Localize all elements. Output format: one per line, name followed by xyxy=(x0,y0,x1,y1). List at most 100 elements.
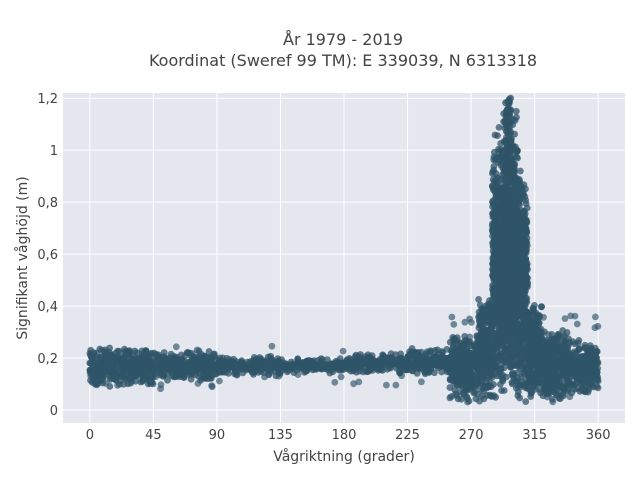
data-point xyxy=(517,296,525,303)
data-point xyxy=(383,381,390,389)
data-point xyxy=(205,348,213,355)
data-point xyxy=(363,355,371,363)
data-point xyxy=(590,359,598,367)
data-point xyxy=(478,378,485,386)
data-point xyxy=(490,153,498,161)
data-point xyxy=(241,364,249,371)
data-point xyxy=(525,329,533,337)
data-point xyxy=(278,359,286,366)
data-point xyxy=(458,356,465,364)
x-tick-label: 135 xyxy=(268,428,293,443)
data-point xyxy=(525,336,533,343)
data-point xyxy=(511,117,519,124)
data-point xyxy=(497,311,505,318)
data-point xyxy=(350,380,357,388)
data-point xyxy=(337,373,345,381)
data-point xyxy=(491,337,499,344)
data-point xyxy=(573,320,581,328)
data-point xyxy=(545,345,553,352)
data-point xyxy=(502,108,510,115)
data-point xyxy=(520,270,527,278)
data-point xyxy=(577,353,585,361)
y-tick-label: 0,8 xyxy=(37,196,58,211)
data-point xyxy=(453,362,460,370)
data-point xyxy=(446,394,454,402)
data-point xyxy=(502,325,509,333)
data-point xyxy=(204,368,211,376)
data-point xyxy=(494,317,502,325)
data-point xyxy=(230,355,238,363)
data-point xyxy=(466,333,474,341)
data-point xyxy=(144,352,152,359)
data-point xyxy=(552,348,560,355)
data-point xyxy=(216,377,223,385)
data-point xyxy=(102,370,109,377)
data-point xyxy=(503,238,511,246)
data-point xyxy=(424,364,432,371)
data-point xyxy=(88,370,96,378)
data-point xyxy=(466,338,474,346)
data-point xyxy=(432,353,440,361)
data-point xyxy=(478,392,486,400)
scatter-points xyxy=(86,94,602,406)
data-point xyxy=(492,393,499,401)
data-point xyxy=(508,371,516,379)
data-point xyxy=(195,369,203,377)
data-point xyxy=(167,367,175,374)
data-point xyxy=(421,370,429,378)
data-point xyxy=(508,256,516,264)
data-point xyxy=(376,359,384,367)
x-tick-label: 180 xyxy=(332,428,357,443)
data-point xyxy=(201,352,208,360)
data-point xyxy=(489,243,497,251)
data-point xyxy=(521,354,529,362)
data-point xyxy=(454,395,462,403)
data-point xyxy=(257,362,265,370)
data-point xyxy=(119,373,127,381)
data-point xyxy=(383,365,391,373)
data-point xyxy=(398,372,405,380)
data-point xyxy=(584,355,591,362)
data-point xyxy=(491,131,499,139)
data-point xyxy=(505,175,513,183)
data-point xyxy=(531,302,538,309)
data-point xyxy=(450,321,458,328)
data-point xyxy=(592,313,599,321)
data-point xyxy=(534,362,541,370)
data-point xyxy=(490,286,497,293)
data-point xyxy=(517,213,525,221)
data-point xyxy=(366,363,374,371)
data-point xyxy=(498,245,506,253)
data-point xyxy=(437,363,445,370)
data-point xyxy=(501,168,509,176)
data-point xyxy=(569,338,577,345)
data-point xyxy=(533,349,541,357)
data-point xyxy=(294,371,302,378)
data-point xyxy=(128,373,136,380)
data-point xyxy=(530,371,538,378)
data-point xyxy=(500,364,508,372)
data-point xyxy=(539,336,547,344)
data-point xyxy=(106,351,114,359)
data-point xyxy=(89,359,96,366)
data-point xyxy=(507,94,514,102)
data-point xyxy=(538,356,546,364)
data-point xyxy=(114,381,121,389)
data-point xyxy=(497,373,505,380)
data-point xyxy=(96,362,104,370)
data-point xyxy=(506,223,514,231)
data-point xyxy=(127,359,135,367)
x-tick-label: 315 xyxy=(522,428,547,443)
data-point xyxy=(490,260,497,268)
data-point xyxy=(522,398,530,405)
data-point xyxy=(510,324,518,331)
data-point xyxy=(479,322,486,329)
y-tick-labels: 00,20,40,60,811,2 xyxy=(37,92,58,419)
data-point xyxy=(519,281,527,289)
data-point xyxy=(469,352,476,359)
data-point xyxy=(511,241,519,249)
data-point xyxy=(509,248,517,256)
data-point xyxy=(388,356,395,364)
data-point xyxy=(287,358,295,366)
x-tick-label: 0 xyxy=(86,428,94,443)
